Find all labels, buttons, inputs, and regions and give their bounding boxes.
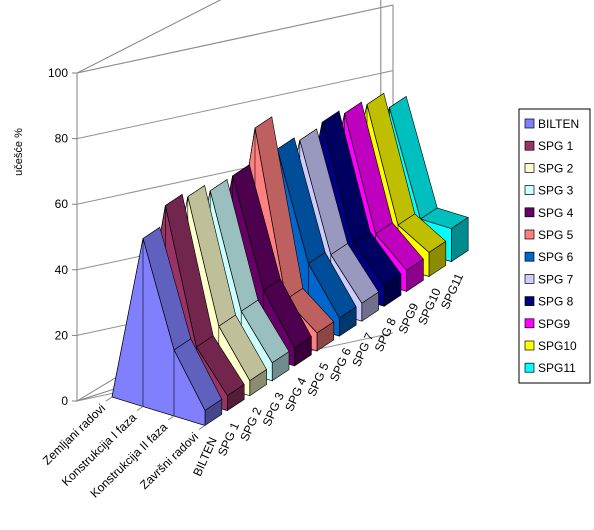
legend-swatch bbox=[524, 362, 535, 373]
legend-swatch bbox=[524, 318, 535, 329]
y-tick-label: 0 bbox=[61, 394, 68, 408]
y-tick-label: 100 bbox=[48, 66, 68, 80]
y-tick-label: 60 bbox=[55, 197, 69, 211]
legend-label: SPG 3 bbox=[538, 184, 574, 198]
series-front-face bbox=[111, 238, 206, 426]
legend-label: SPG9 bbox=[538, 317, 570, 331]
legend-label: SPG 1 bbox=[538, 139, 574, 153]
y-tick-label: 40 bbox=[55, 263, 69, 277]
legend-label: BILTEN bbox=[538, 117, 579, 131]
legend-swatch bbox=[524, 274, 535, 284]
legend-label: SPG 5 bbox=[538, 228, 574, 242]
legend-swatch bbox=[524, 229, 535, 240]
legend: BILTEN SPG 1 SPG 2 SPG 3 SPG 4 SPG 5 SPG 6 SPG … bbox=[518, 108, 591, 384]
legend-swatch bbox=[524, 140, 535, 151]
legend-label: SPG 6 bbox=[538, 250, 574, 264]
legend-swatch bbox=[524, 251, 535, 262]
category-label: Konstrukcija II faza bbox=[87, 420, 170, 501]
legend-swatch bbox=[524, 185, 535, 195]
y-axis-ticks: 0 20 40 60 80 100 bbox=[48, 66, 68, 408]
legend-label: SPG 2 bbox=[538, 161, 574, 175]
gridline bbox=[76, 4, 394, 74]
y-tick-label: 80 bbox=[55, 132, 69, 146]
legend-swatch bbox=[524, 296, 535, 306]
series-layer bbox=[111, 92, 469, 427]
category-tick-mark bbox=[105, 396, 113, 402]
legend-box bbox=[518, 108, 591, 384]
series-depth-label: SPG 5 bbox=[305, 360, 332, 398]
legend-swatch bbox=[524, 163, 535, 173]
legend-swatch bbox=[524, 207, 535, 218]
category-tick-mark bbox=[198, 425, 206, 430]
category-tick-mark bbox=[167, 415, 175, 421]
series-depth-label: SPG 8 bbox=[372, 316, 399, 354]
series-depth-label: SPG 6 bbox=[327, 345, 354, 383]
legend-label: SPG 4 bbox=[538, 206, 574, 220]
series-area-bilten bbox=[111, 226, 223, 427]
category-tick-mark bbox=[136, 406, 144, 411]
category-label: Konstrukcija I faza bbox=[59, 410, 139, 488]
legend-swatch bbox=[524, 118, 535, 129]
series-depth-label: SPG 2 bbox=[237, 405, 264, 443]
series-depth-label: SPG 7 bbox=[349, 330, 376, 368]
y-tick-label: 20 bbox=[55, 328, 69, 342]
legend-label: SPG11 bbox=[538, 361, 576, 375]
series-depth-label: SPG 1 bbox=[215, 420, 242, 458]
legend-label: SPG10 bbox=[538, 339, 577, 353]
legend-label: SPG 8 bbox=[538, 295, 574, 309]
legend-label: SPG 7 bbox=[538, 272, 574, 286]
series-depth-label: SPG 4 bbox=[282, 375, 309, 413]
y-axis-label: učešće % bbox=[13, 128, 25, 176]
series-depth-label: SPG 3 bbox=[260, 390, 287, 428]
legend-swatch bbox=[524, 340, 535, 351]
gridline bbox=[76, 70, 394, 140]
